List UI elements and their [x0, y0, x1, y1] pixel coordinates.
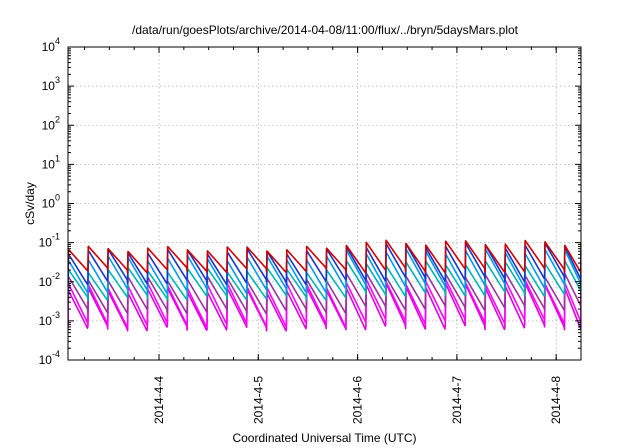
x-tick-label: 2014-4-5	[251, 376, 265, 424]
series-group	[68, 239, 581, 332]
y-tick-label: 10-3	[39, 310, 60, 328]
x-axis-label: Coordinated Universal Time (UTC)	[232, 431, 416, 445]
grid	[68, 47, 581, 360]
x-tick-label: 2014-4-4	[152, 376, 166, 424]
chart-title: /data/run/goesPlots/archive/2014-04-08/1…	[132, 23, 519, 37]
x-tick-labels: 2014-4-4 2014-4-5 2014-4-6 2014-4-7 2014-4-8	[152, 376, 563, 424]
y-tick-label: 101	[42, 153, 60, 171]
series-line	[68, 242, 581, 286]
y-tick-label: 102	[42, 114, 60, 132]
series-line	[68, 239, 581, 274]
y-tick-label: 10-1	[39, 232, 60, 250]
tick-marks	[68, 46, 582, 361]
y-tick-labels: 10-4 10-3 10-2 10-1 100 101 102 103 104	[39, 36, 60, 367]
y-tick-label: 103	[42, 75, 60, 93]
y-tick-label: 100	[42, 193, 60, 211]
y-tick-label: 10-4	[39, 349, 60, 367]
y-axis-label: cSv/day	[23, 182, 37, 225]
x-tick-label: 2014-4-8	[549, 376, 563, 424]
y-tick-label: 10-2	[39, 271, 60, 289]
x-tick-label: 2014-4-7	[450, 376, 464, 424]
y-tick-label: 104	[42, 36, 60, 54]
x-tick-label: 2014-4-6	[351, 376, 365, 424]
